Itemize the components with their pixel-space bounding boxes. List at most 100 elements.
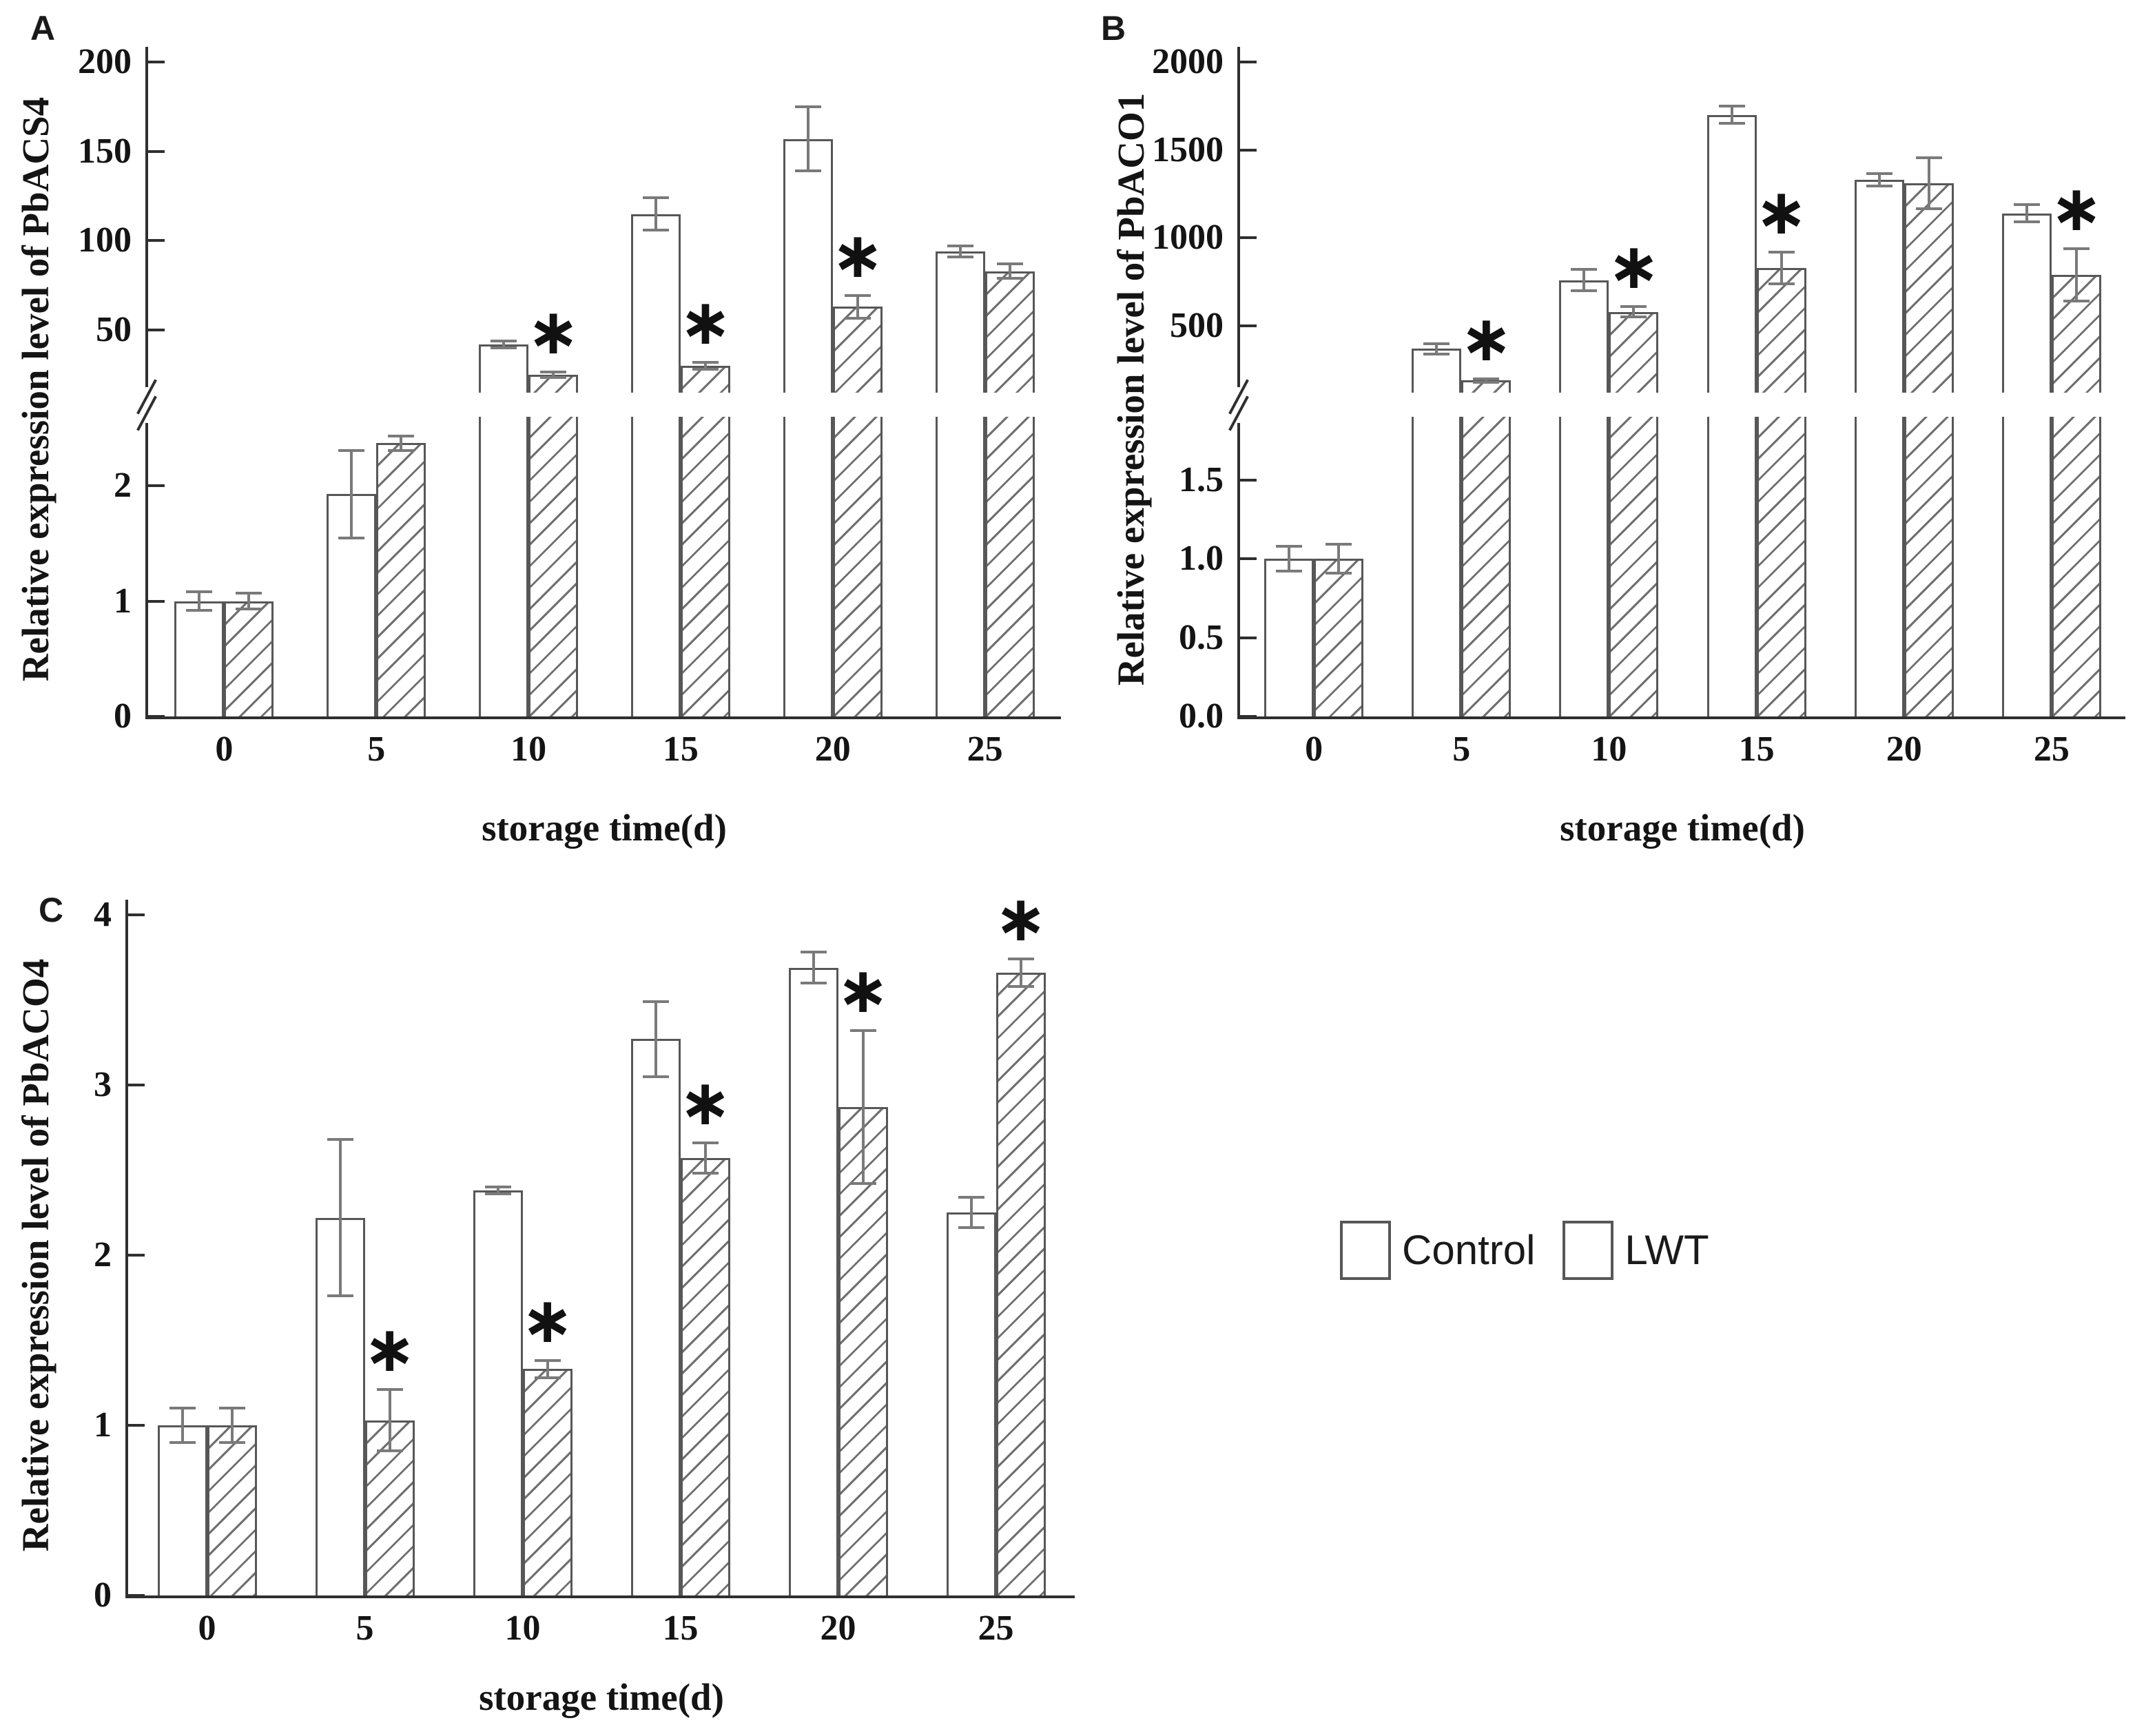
error-bar-cap-top	[327, 1138, 353, 1141]
error-bar-cap-top	[1915, 156, 1942, 160]
y-tick-mark	[148, 61, 165, 63]
x-tick-label-25: 25	[2033, 730, 2070, 769]
error-bar-line	[703, 1142, 707, 1174]
x-axis-title-a: storage time(d)	[482, 807, 727, 849]
y-tick-label-0.5: 0.5	[1179, 617, 1224, 657]
y-tick-label-1.0: 1.0	[1179, 539, 1224, 579]
bar-lwt-day10-lower	[528, 417, 579, 716]
error-bar-line	[400, 436, 403, 451]
error-bar-line	[958, 246, 962, 257]
error-bar-line	[198, 592, 201, 611]
y-tick-label-2000: 2000	[1152, 42, 1224, 81]
error-bar-line	[1780, 251, 1783, 284]
error-bar-cap-top	[186, 590, 213, 594]
bar-control-day10	[473, 1190, 523, 1595]
y-tick-label-200: 200	[78, 42, 132, 81]
error-bar-line	[1485, 378, 1488, 382]
error-bar-line	[502, 340, 506, 349]
error-bar-line	[654, 198, 657, 230]
error-bar-line	[388, 1389, 391, 1451]
y-tick-mark	[1240, 324, 1257, 327]
error-bar-line	[2025, 204, 2028, 223]
y-tick-label-50: 50	[96, 310, 132, 350]
bar-control-day10-lower	[479, 417, 529, 716]
error-bar-cap-top	[958, 1196, 984, 1199]
error-bar-cap-bottom	[1718, 122, 1745, 125]
bar-lwt-day20	[838, 1107, 888, 1595]
error-bar-line	[496, 1187, 499, 1195]
bar-control-day15	[1706, 114, 1757, 393]
y-axis-title-a: Relative expression level of PbACS4	[14, 96, 56, 682]
error-bar-cap-bottom	[169, 1440, 196, 1444]
bar-control-day10	[1559, 280, 1609, 393]
bar-lwt-day25	[984, 271, 1035, 393]
bar-control-day5-lower	[1412, 417, 1462, 716]
error-bar-cap-bottom	[794, 169, 821, 173]
error-bar-line	[1008, 264, 1011, 278]
error-bar-line	[1927, 158, 1930, 209]
bar-lwt-day20	[1904, 183, 1954, 393]
error-bar-cap-top	[218, 1407, 245, 1410]
y-tick-label-0.0: 0.0	[1179, 696, 1224, 736]
y-tick-label-150: 150	[78, 131, 132, 171]
error-bar-cap-bottom	[1866, 185, 1892, 187]
error-bar-line	[546, 1361, 549, 1378]
y-tick-mark	[1240, 636, 1257, 639]
legend: Control LWT	[1340, 1221, 1709, 1280]
x-tick-label-5: 5	[1452, 730, 1471, 769]
x-tick-label-20: 20	[1886, 730, 1922, 769]
error-bar-cap-top	[849, 1029, 876, 1032]
x-tick-label-5: 5	[367, 730, 386, 769]
error-bar-cap-bottom	[1571, 289, 1598, 292]
bar-control-day20	[788, 967, 838, 1595]
error-bar-line	[1877, 174, 1881, 186]
y-tick-mark	[148, 149, 165, 153]
y-tick-label-100: 100	[78, 220, 132, 260]
y-tick-label-500: 500	[1170, 305, 1224, 345]
x-tick-label-15: 15	[662, 730, 699, 769]
y-tick-label-0: 0	[114, 696, 132, 736]
error-bar-cap-bottom	[692, 1172, 719, 1175]
y-tick-mark	[1240, 557, 1257, 561]
legend-item-control: Control	[1340, 1221, 1535, 1280]
significance-asterisk-day25: ∗	[993, 882, 1048, 956]
error-bar-cap-top	[996, 262, 1023, 266]
error-bar-cap-top	[947, 245, 973, 248]
error-bar-line	[806, 106, 809, 172]
error-bar-cap-top	[2063, 247, 2090, 250]
error-bar-cap-bottom	[996, 276, 1023, 280]
significance-asterisk-day25: ∗	[2050, 171, 2103, 245]
error-bar-cap-bottom	[540, 375, 567, 379]
error-bar-line	[247, 592, 251, 610]
y-tick-label-4: 4	[94, 895, 112, 934]
error-bar-cap-bottom	[484, 1192, 511, 1196]
bar-lwt-day0	[207, 1425, 257, 1595]
y-tick-mark	[148, 239, 165, 242]
error-bar-cap-top	[388, 435, 415, 438]
error-bar-line	[654, 1001, 657, 1077]
error-bar-line	[703, 362, 707, 370]
bar-control-day20-lower	[783, 417, 833, 716]
significance-asterisk-day5: ∗	[362, 1312, 417, 1387]
x-tick-label-5: 5	[355, 1609, 374, 1648]
error-bar-cap-bottom	[236, 608, 262, 611]
bar-lwt-day25	[996, 972, 1046, 1595]
x-tick-label-0: 0	[1305, 730, 1323, 769]
error-bar-cap-top	[1473, 377, 1500, 380]
significance-asterisk-day5: ∗	[1459, 301, 1513, 375]
bar-lwt-day25-lower	[984, 417, 1035, 716]
error-bar-cap-top	[1571, 268, 1598, 271]
bar-lwt-day20-lower	[832, 417, 883, 716]
bar-lwt-day15	[680, 1158, 730, 1595]
error-bar-line	[181, 1408, 184, 1443]
y-tick-mark	[148, 329, 165, 332]
error-bar-cap-bottom	[844, 317, 871, 320]
y-tick-mark	[128, 1254, 145, 1257]
error-bar-cap-top	[169, 1407, 196, 1410]
x-tick-label-0: 0	[215, 730, 234, 769]
y-tick-mark	[128, 1424, 145, 1427]
y-axis-line	[125, 900, 128, 1598]
error-bar-cap-top	[1007, 958, 1034, 961]
y-tick-mark	[148, 484, 165, 488]
significance-asterisk-day10: ∗	[520, 1283, 575, 1358]
